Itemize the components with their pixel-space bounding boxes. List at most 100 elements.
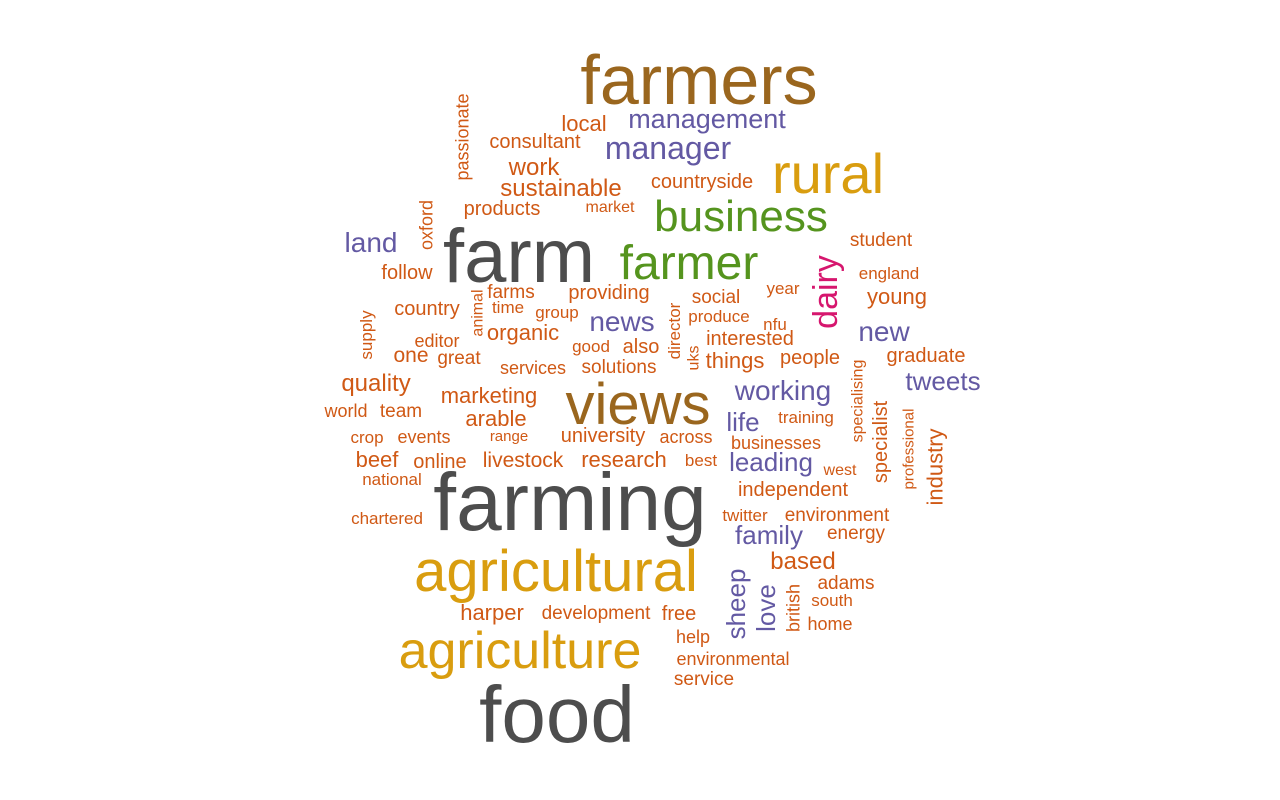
word-new: new [858,316,910,347]
word-farming: farming [433,457,706,548]
word-agriculture: agriculture [399,622,642,680]
word-agricultural: agricultural [414,539,698,604]
word-arable: arable [465,406,526,431]
word-great: great [437,348,481,369]
word-group: group [535,303,578,322]
word-countryside: countryside [651,171,753,193]
word-good: good [572,337,610,356]
word-director: director [665,302,684,359]
word-research: research [581,447,667,472]
word-adams: adams [817,573,874,594]
word-harper: harper [460,600,524,625]
word-british: british [783,584,803,632]
word-people: people [780,347,840,369]
word-follow: follow [381,262,433,284]
word-life: life [726,407,759,437]
word-development: development [542,603,652,624]
word-university: university [561,425,645,447]
word-events: events [397,427,450,447]
word-online: online [413,451,466,473]
word-rural: rural [772,142,884,205]
word-family: family [735,520,803,550]
word-produce: produce [688,307,749,326]
word-market: market [586,199,635,216]
word-independent: independent [738,479,849,501]
word-south: south [811,591,853,610]
word-environmental: environmental [676,649,789,669]
word-uks: uks [686,346,703,371]
word-home: home [807,614,852,634]
word-student: student [850,230,913,251]
word-manager: manager [605,130,732,166]
word-crop: crop [350,428,383,447]
word-service: service [674,669,734,690]
word-social: social [692,287,741,308]
word-organic: organic [487,320,559,345]
word-england: england [859,264,920,283]
word-time: time [492,298,524,317]
word-services: services [500,358,566,378]
word-farms: farms [487,282,535,303]
word-specialising: specialising [850,360,867,443]
word-news: news [589,306,654,337]
word-views: views [565,372,710,437]
word-solutions: solutions [582,357,657,378]
word-farmer: farmer [620,237,759,290]
word-local: local [561,111,606,136]
word-sheep: sheep [721,569,751,640]
word-oxford: oxford [416,200,436,250]
word-supply: supply [357,310,376,360]
word-things: things [706,348,765,373]
word-sustainable: sustainable [500,175,621,202]
word-industry: industry [923,428,948,505]
word-training: training [778,408,834,427]
word-young: young [867,284,927,309]
word-love: love [751,584,781,632]
word-nfu: nfu [763,315,787,334]
word-specialist: specialist [870,400,892,483]
word-also: also [623,336,660,358]
word-environment: environment [785,505,890,526]
word-professional: professional [900,409,917,490]
word-range: range [490,428,528,445]
word-marketing: marketing [441,383,538,408]
word-year: year [766,279,799,298]
word-national: national [362,470,422,489]
word-livestock: livestock [483,449,564,472]
word-west: west [823,462,857,479]
word-quality: quality [341,370,410,397]
word-beef: beef [356,447,400,472]
word-work: work [508,154,561,181]
word-providing: providing [568,282,649,304]
word-graduate: graduate [887,345,966,367]
word-business: business [654,192,828,241]
word-free: free [662,603,696,625]
word-management: management [628,104,786,134]
word-best: best [685,451,717,470]
word-tweets: tweets [905,366,980,396]
word-land: land [345,227,398,258]
word-chartered: chartered [351,509,423,528]
word-passionate: passionate [452,93,472,180]
word-consultant: consultant [489,131,581,153]
word-farm: farm [443,214,595,299]
word-editor: editor [414,331,459,351]
word-energy: energy [827,523,886,544]
word-across: across [659,427,712,447]
word-help: help [676,627,710,647]
word-dairy: dairy [807,255,845,329]
word-products: products [464,198,541,220]
word-team: team [380,401,422,422]
word-one: one [393,344,428,367]
word-country: country [394,298,460,320]
word-farmers: farmers [580,41,817,119]
word-businesses: businesses [731,433,821,453]
word-interested: interested [706,328,794,350]
word-leading: leading [729,447,813,477]
word-twitter: twitter [722,506,768,525]
word-world: world [323,401,367,421]
word-based: based [770,548,835,575]
word-animal: animal [470,289,487,336]
word-working: working [734,375,831,406]
